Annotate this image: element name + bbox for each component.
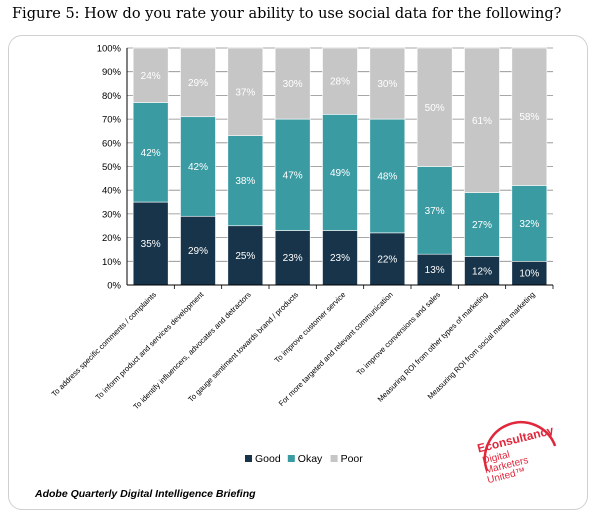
legend-label-poor: Poor [341,453,364,465]
bar-poor [132,47,169,103]
x-category-label: To inform product and services developme… [94,289,206,401]
y-tick-label: 70% [102,115,122,126]
data-label-okay: 37% [425,206,445,217]
y-tick-label: 100% [97,44,122,55]
data-label-poor: 28% [330,77,350,88]
data-label-okay: 38% [235,176,255,187]
y-tick-label: 30% [102,209,122,220]
data-label-okay: 47% [283,170,303,181]
legend-label-okay: Okay [298,453,323,465]
data-label-poor: 30% [377,79,397,90]
data-label-good: 13% [425,265,445,276]
data-label-poor: 58% [519,112,539,123]
legend-swatch-okay [287,455,295,462]
bar-poor [274,47,311,120]
data-label-okay: 27% [472,220,492,231]
bar-okay [322,114,358,231]
bar-okay [511,185,548,262]
data-label-poor: 29% [188,78,208,89]
data-label-good: 35% [141,239,161,250]
bar-okay [274,118,311,231]
y-tick-label: 0% [107,281,121,292]
data-label-good: 10% [519,269,539,280]
data-label-good: 23% [330,253,350,264]
legend-swatch-good [245,455,252,462]
data-label-okay: 42% [188,162,208,173]
x-category-label: To improve conversions and sales [355,290,442,377]
bar-good [416,253,453,286]
bar-okay [180,116,216,217]
x-category-label: To address specific comments / complaint… [50,290,159,399]
data-label-poor: 30% [283,79,303,90]
bar-okay [227,135,264,227]
bar-poor [227,47,264,136]
bar-okay [464,192,500,257]
data-label-poor: 24% [141,71,161,82]
econsultancy-logo: Econsultancy Digital Marketers United™ [476,421,557,486]
bar-good [369,232,406,286]
y-tick-label: 40% [102,186,122,197]
legend-label-good: Good [255,453,281,465]
logo-brand: Econsultancy [476,423,555,456]
bar-okay [132,102,169,203]
bar-poor [416,47,453,167]
data-label-okay: 48% [377,171,397,182]
bar-poor [464,47,500,193]
bar-good [227,225,264,286]
data-label-poor: 50% [425,103,445,114]
y-tick-label: 90% [102,67,122,78]
y-tick-label: 60% [102,138,122,149]
data-label-good: 25% [235,251,255,262]
data-label-good: 23% [283,253,303,264]
bar-poor [369,47,406,120]
bar-poor [180,47,216,118]
data-label-poor: 61% [472,116,492,127]
y-tick-label: 50% [102,162,122,173]
legend-swatch-poor [330,455,338,462]
source-note: Adobe Quarterly Digital Intelligence Bri… [35,488,256,500]
data-label-okay: 32% [519,219,539,230]
bar-poor [322,47,358,115]
data-label-good: 29% [188,246,208,257]
data-label-poor: 37% [235,87,255,98]
bar-okay [416,166,453,255]
bar-poor [511,47,548,186]
data-label-okay: 42% [141,148,161,159]
bar-okay [369,118,406,234]
chart-frame [8,35,588,510]
y-tick-label: 80% [102,91,122,102]
data-label-good: 12% [472,266,492,277]
data-label-okay: 49% [330,168,350,179]
figure-title: Figure 5: How do you rate your ability t… [12,6,562,22]
data-label-good: 22% [377,254,397,265]
x-category-label: Measuring ROI from social media marketin… [426,290,537,401]
y-tick-label: 20% [102,233,122,244]
y-tick-label: 10% [102,257,122,268]
